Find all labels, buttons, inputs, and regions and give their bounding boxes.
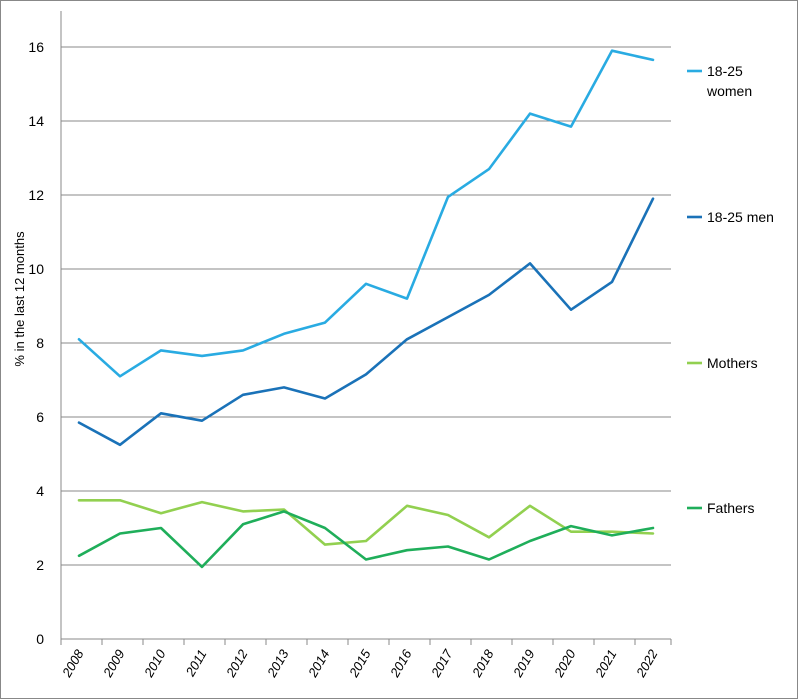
x-tick-labels: 2008 2009 2010 2011 2012 2013 2014 2015 2016 2017… (59, 646, 661, 680)
x-tick-label: 2009 (100, 647, 128, 680)
x-tick-label: 2014 (305, 647, 333, 680)
legend: 18-25 women 18-25 men Mothers Fathers (687, 63, 774, 516)
legend-label: women (706, 83, 752, 99)
series-line-mothers (77, 498, 655, 546)
axes (60, 11, 672, 645)
x-tick-label: 2011 (182, 647, 209, 680)
x-tick-label: 2012 (223, 646, 251, 680)
x-tick-label: 2020 (551, 646, 579, 680)
y-tick-label: 2 (36, 557, 44, 573)
y-tick-label: 8 (36, 335, 44, 351)
x-tick-label: 2019 (510, 647, 538, 680)
x-tick-label: 2015 (346, 646, 374, 680)
x-tick-label: 2013 (264, 646, 292, 680)
legend-label: Fathers (707, 500, 754, 516)
gridlines (61, 46, 671, 566)
x-tick-label: 2010 (141, 646, 169, 680)
y-tick-label: 14 (28, 113, 44, 129)
y-tick-label: 16 (28, 39, 44, 55)
y-tick-label: 4 (36, 483, 44, 499)
y-tick-label: 12 (28, 187, 44, 203)
series-line-fathers (77, 510, 655, 569)
legend-label: Mothers (707, 355, 758, 371)
series-lines (77, 49, 655, 569)
y-tick-labels: 0 2 4 6 8 10 12 14 16 (28, 39, 44, 647)
x-tick-label: 2017 (428, 646, 456, 680)
y-axis-title: % in the last 12 months (12, 231, 27, 367)
y-tick-label: 0 (36, 631, 44, 647)
x-tick-label: 2022 (633, 646, 661, 680)
y-tick-label: 6 (36, 409, 44, 425)
series-line-18-25-women (77, 49, 655, 378)
x-tick-label: 2016 (387, 646, 415, 680)
x-tick-label: 2021 (592, 647, 620, 680)
series-line-18-25-men (77, 197, 655, 447)
x-tick-label: 2018 (469, 646, 497, 680)
legend-label: 18-25 (707, 63, 743, 79)
legend-label: 18-25 men (707, 209, 774, 225)
y-tick-label: 10 (28, 261, 44, 277)
x-tick-label: 2008 (59, 646, 87, 680)
